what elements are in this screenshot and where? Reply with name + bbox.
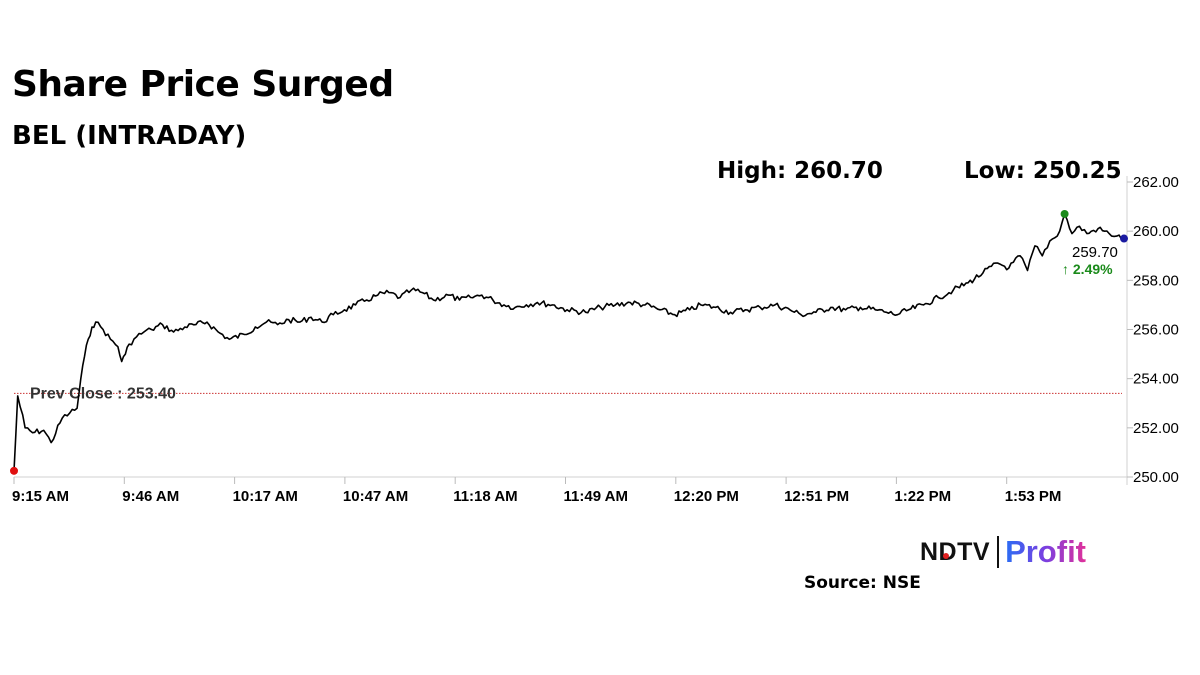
x-tick-label: 12:51 PM bbox=[784, 488, 849, 505]
last-price-label: 259.70 bbox=[1072, 244, 1118, 261]
low-price-marker bbox=[10, 466, 18, 475]
prev-close-label: Prev Close : 253.40 bbox=[30, 385, 176, 402]
chart-title: Share Price Surged bbox=[12, 64, 394, 105]
logo-profit-text: Profit bbox=[1005, 534, 1086, 569]
high-price-label: High: 260.70 bbox=[717, 158, 883, 184]
x-tick-label: 1:22 PM bbox=[894, 488, 951, 505]
y-tick-label: 262.00 bbox=[1133, 174, 1179, 191]
logo-ndtv-word: NDTV bbox=[920, 537, 991, 566]
y-tick-label: 252.00 bbox=[1133, 420, 1179, 437]
x-tick-label: 10:17 AM bbox=[233, 488, 298, 505]
price-change-label: ↑ 2.49% bbox=[1062, 261, 1113, 277]
ndtv-profit-logo: NDTV Profit bbox=[920, 534, 1086, 570]
chart-plot-area: Prev Close : 253.40 259.70↑ 2.49% bbox=[10, 209, 1128, 475]
y-tick-label: 258.00 bbox=[1133, 272, 1179, 289]
y-tick-label: 250.00 bbox=[1133, 469, 1179, 486]
x-tick-label: 11:49 AM bbox=[564, 488, 628, 505]
last-price-marker bbox=[1120, 234, 1128, 243]
chart-subtitle: BEL (INTRADAY) bbox=[12, 121, 247, 151]
logo-divider bbox=[997, 536, 1000, 568]
logo-red-dot bbox=[943, 552, 949, 559]
x-tick-label: 10:47 AM bbox=[343, 488, 408, 505]
x-tick-label: 1:53 PM bbox=[1005, 488, 1062, 505]
y-tick-label: 256.00 bbox=[1133, 322, 1179, 339]
x-tick-label: 9:15 AM bbox=[12, 488, 69, 505]
chart-axes: 9:15 AM 9:46 AM 10:17 AM 10:47 AM 11:18 AM 11… bbox=[12, 174, 1179, 505]
low-price-label: Low: 250.25 bbox=[964, 158, 1122, 184]
intraday-price-chart: 9:15 AM 9:46 AM 10:17 AM 10:47 AM 11:18 AM 11… bbox=[10, 174, 1179, 505]
x-tick-label: 9:46 AM bbox=[122, 488, 179, 505]
source-note: Source: NSE bbox=[804, 573, 921, 593]
logo-ndtv-text: NDTV bbox=[920, 538, 990, 567]
x-tick-label: 12:20 PM bbox=[674, 488, 739, 505]
x-tick-label: 11:18 AM bbox=[453, 488, 517, 505]
price-series-line bbox=[13, 213, 1125, 471]
y-tick-label: 260.00 bbox=[1133, 223, 1179, 240]
high-price-marker bbox=[1060, 209, 1069, 218]
y-tick-label: 254.00 bbox=[1133, 371, 1179, 388]
